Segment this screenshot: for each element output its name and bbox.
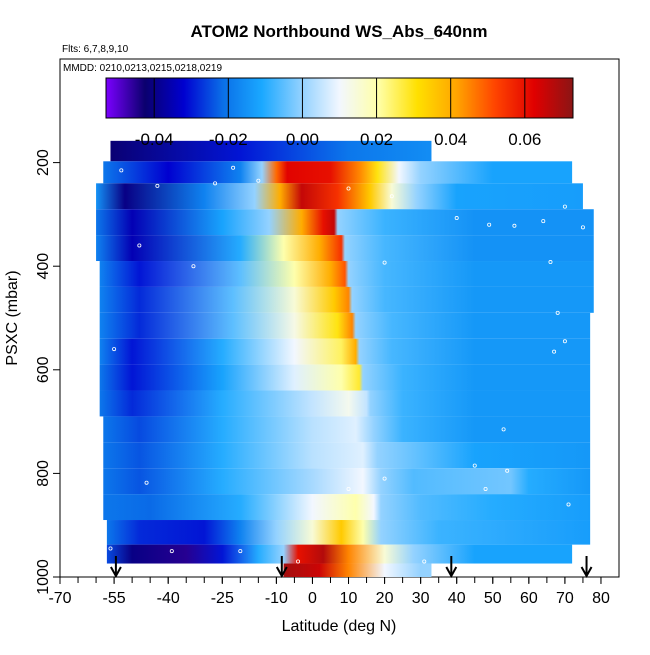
sample-point: [541, 219, 546, 224]
sample-point: [501, 427, 506, 432]
sample-point: [112, 347, 117, 352]
x-tick-label: 50: [484, 590, 502, 607]
y-tick-label: 1000: [35, 559, 52, 595]
x-axis: -70 -55 -40 -25 -10 0 10 20 30 40 50 60 70 80: [48, 577, 610, 607]
sample-point: [346, 486, 351, 491]
sample-point: [487, 222, 492, 227]
y-axis: 200 400 600 800 1000: [35, 149, 60, 595]
heatmap-row: [99, 286, 594, 313]
x-tick-label: -40: [157, 590, 180, 607]
sample-point: [382, 476, 387, 481]
sample-point: [422, 559, 427, 564]
sample-point: [505, 468, 510, 473]
sample-point: [169, 549, 174, 554]
colorbar-gradient: [105, 77, 574, 119]
sample-points-layer: [108, 165, 585, 564]
sample-point: [256, 178, 261, 183]
x-tick-label: 70: [556, 590, 574, 607]
heatmap-row: [99, 364, 591, 391]
sample-point: [552, 349, 557, 354]
colorbar: -0.04 -0.02 0.00 0.02 0.04 0.06: [105, 77, 574, 149]
y-axis-title: PSXC (mbar): [4, 270, 21, 365]
arrows-layer: [110, 556, 593, 579]
y-tick-label: 600: [35, 356, 52, 383]
sample-point: [548, 260, 553, 265]
latitude-arrow: [275, 556, 288, 579]
x-tick-label: 30: [412, 590, 430, 607]
heatmap-row: [99, 390, 591, 417]
heatmap-row: [106, 544, 573, 564]
heatmap-row: [96, 235, 594, 262]
latitude-arrow: [110, 556, 122, 579]
sample-point: [144, 480, 149, 485]
flights-note: Flts: 6,7,8,9,10: [62, 44, 129, 55]
sample-point: [454, 216, 459, 221]
sample-point: [483, 486, 488, 491]
sample-point: [296, 559, 301, 564]
heatmap-row: [106, 520, 591, 545]
x-axis-title: Latitude (deg N): [282, 618, 397, 635]
colorbar-tick-label: -0.04: [135, 130, 174, 149]
dates-note: MMDD: 0210,0213,0215,0218,0219: [63, 63, 222, 74]
heatmap-row: [99, 312, 591, 339]
x-tick-label: 0: [308, 590, 317, 607]
x-tick-label: -70: [48, 590, 71, 607]
heatmap-row: [103, 442, 591, 469]
heatmap-row: [283, 563, 432, 577]
sample-point: [472, 463, 477, 468]
colorbar-tick-label: 0.04: [434, 130, 467, 149]
heatmap-row: [103, 416, 591, 443]
x-tick-label: -55: [103, 590, 126, 607]
colorbar-tick-label: -0.02: [209, 130, 248, 149]
heatmap-row: [96, 183, 583, 210]
sample-point: [213, 181, 218, 186]
y-tick-label: 800: [35, 460, 52, 487]
sample-point: [108, 546, 113, 551]
sample-point: [580, 225, 585, 230]
heatmap-row: [110, 140, 432, 162]
y-tick-label: 400: [35, 253, 52, 280]
colorbar-tick-label: 0.06: [508, 130, 541, 149]
x-tick-label: 10: [340, 590, 358, 607]
sample-point: [238, 549, 243, 554]
x-tick-label: -25: [211, 590, 234, 607]
sample-point: [389, 194, 394, 199]
x-tick-label: 40: [448, 590, 466, 607]
sample-point: [346, 186, 351, 191]
sample-point: [566, 502, 571, 507]
heatmap-row: [103, 494, 591, 521]
latitude-arrow: [445, 556, 458, 579]
x-tick-label: 80: [592, 590, 610, 607]
chart-title: ATOM2 Northbound WS_Abs_640nm: [191, 22, 488, 41]
x-tick-label: 20: [376, 590, 394, 607]
sample-point: [555, 310, 560, 315]
colorbar-tick-label: 0.00: [286, 130, 319, 149]
latitude-arrow: [580, 556, 593, 579]
x-tick-label: 60: [520, 590, 538, 607]
sample-point: [231, 165, 236, 170]
sample-point: [562, 339, 567, 344]
sample-point: [562, 204, 567, 209]
heatmap-row: [103, 468, 591, 495]
sample-point: [155, 183, 160, 188]
heatmap-row: [103, 161, 573, 184]
heatmap-row: [99, 261, 594, 287]
heatmap-row: [96, 209, 594, 236]
sample-point: [191, 264, 196, 269]
y-tick-label: 200: [35, 149, 52, 176]
sample-point: [119, 168, 124, 173]
heatmap-layer: [96, 140, 594, 577]
sample-point: [137, 243, 142, 248]
sample-point: [382, 260, 387, 265]
x-tick-label: -10: [265, 590, 288, 607]
heatmap-row: [99, 338, 591, 365]
sample-point: [512, 223, 517, 228]
colorbar-tick-label: 0.02: [360, 130, 393, 149]
